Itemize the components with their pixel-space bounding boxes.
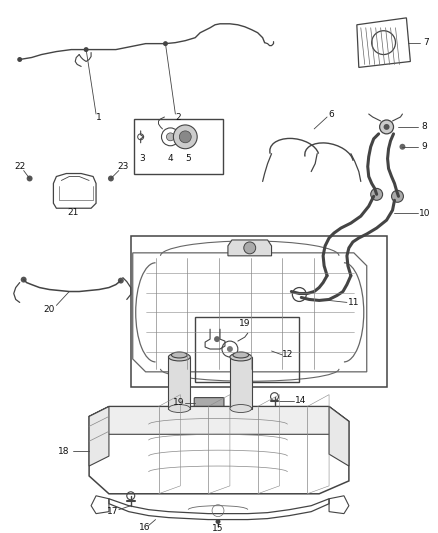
Bar <box>134 119 223 174</box>
Text: 10: 10 <box>418 209 430 217</box>
Circle shape <box>163 41 168 46</box>
Circle shape <box>166 133 174 141</box>
Text: 8: 8 <box>421 123 427 132</box>
Text: 12: 12 <box>282 351 293 359</box>
Text: 2: 2 <box>176 112 181 122</box>
Circle shape <box>21 277 27 282</box>
Circle shape <box>27 175 32 181</box>
Circle shape <box>384 124 389 130</box>
Text: 18: 18 <box>57 447 69 456</box>
Bar <box>169 357 190 408</box>
Text: 4: 4 <box>168 154 173 163</box>
Circle shape <box>227 346 233 352</box>
Text: 15: 15 <box>212 524 224 533</box>
Circle shape <box>392 190 403 203</box>
Text: 5: 5 <box>185 154 191 163</box>
Text: 21: 21 <box>67 208 79 217</box>
Circle shape <box>380 120 393 134</box>
FancyBboxPatch shape <box>194 398 224 408</box>
Circle shape <box>17 57 22 62</box>
Circle shape <box>173 125 197 149</box>
Ellipse shape <box>230 405 252 413</box>
Text: 6: 6 <box>328 109 334 118</box>
Circle shape <box>244 242 256 254</box>
Text: 23: 23 <box>117 162 128 171</box>
Text: 19: 19 <box>173 398 184 407</box>
Polygon shape <box>228 240 272 256</box>
Circle shape <box>118 278 124 284</box>
Circle shape <box>399 144 406 150</box>
Polygon shape <box>329 407 349 466</box>
Circle shape <box>84 47 88 52</box>
Text: 9: 9 <box>421 142 427 151</box>
Text: 14: 14 <box>295 396 306 405</box>
Text: 1: 1 <box>96 112 102 122</box>
Bar <box>131 236 387 387</box>
Ellipse shape <box>171 352 187 358</box>
Text: 3: 3 <box>140 154 145 163</box>
Ellipse shape <box>169 353 190 361</box>
Text: 16: 16 <box>139 523 150 532</box>
Circle shape <box>179 131 191 143</box>
Text: 22: 22 <box>14 162 25 171</box>
Circle shape <box>371 188 383 200</box>
Circle shape <box>108 175 114 181</box>
Ellipse shape <box>169 405 190 413</box>
Text: 19: 19 <box>239 319 251 328</box>
Text: 20: 20 <box>44 305 55 314</box>
Text: 11: 11 <box>348 298 360 307</box>
Bar <box>195 317 299 382</box>
Circle shape <box>214 336 220 342</box>
Text: 7: 7 <box>424 38 429 47</box>
Polygon shape <box>89 407 109 466</box>
Circle shape <box>215 519 220 524</box>
Polygon shape <box>89 407 349 434</box>
Bar <box>230 357 252 408</box>
Ellipse shape <box>233 352 249 358</box>
Text: 17: 17 <box>107 507 119 516</box>
Ellipse shape <box>230 353 252 361</box>
